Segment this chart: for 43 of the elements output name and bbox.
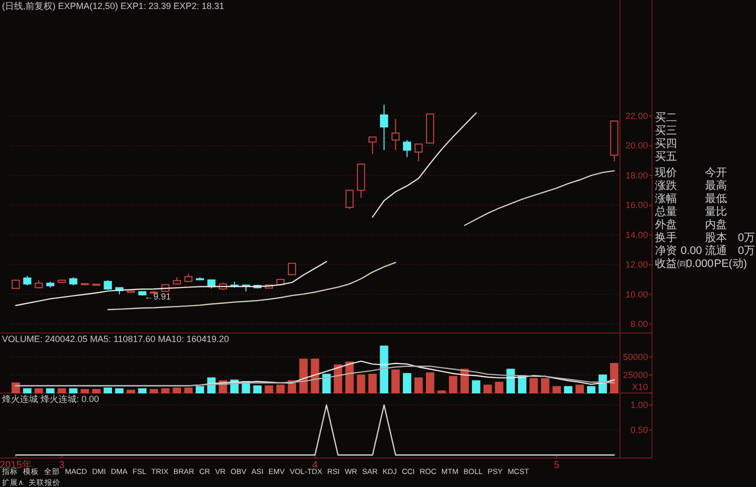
text: 买四 <box>655 138 677 150</box>
y-tick-label: 10.00 <box>625 289 648 300</box>
text: 买二 <box>655 112 677 124</box>
text: 买五 <box>655 151 677 163</box>
y-tick-label: 25000 <box>622 370 648 380</box>
y-tick-label: 1.00 <box>630 400 648 410</box>
y-tick-label: X10 <box>632 382 648 392</box>
text: 外盘 <box>655 219 677 231</box>
x-tick-label: 5 <box>554 460 560 471</box>
text: 量比 <box>705 205 727 218</box>
text: 净资 <box>655 245 677 257</box>
text: 涨跌 <box>655 180 677 192</box>
text: 总量 <box>654 205 677 218</box>
text: 流通 <box>705 244 727 257</box>
y-tick-label: 8.00 <box>630 319 648 330</box>
chart-title: VOLUME: 240042.05 MA5: 110817.60 MA10: 160419.20 <box>2 334 229 344</box>
text: 最高 <box>705 179 727 192</box>
chart-title: (日线,前复权) EXPMA(12,50) EXP1: 23.39 EXP2: 18.31 <box>2 1 224 11</box>
y-tick-label: 14.00 <box>625 230 648 240</box>
text: 今开 <box>705 167 727 179</box>
annotation: ←9.91 <box>144 292 171 302</box>
text: 涨幅 <box>655 193 677 205</box>
x-tick-label: 3 <box>59 460 66 471</box>
text: 股本 <box>705 231 727 244</box>
text: PE(动) <box>714 258 747 270</box>
text: 现价 <box>655 167 677 179</box>
y-tick-label: 12.00 <box>625 260 648 270</box>
chart-title: 烽火连城 烽火连城: 0.00 <box>2 394 100 404</box>
text: 收益㈣ <box>655 258 688 270</box>
y-tick-label: 16.00 <box>625 200 648 210</box>
y-tick-label: 22.00 <box>625 110 648 121</box>
text: 换手 <box>655 231 677 244</box>
text: 买三 <box>655 125 677 137</box>
text: 内盘 <box>705 218 727 231</box>
text: 0万 <box>738 232 755 244</box>
y-tick-label: 20.00 <box>625 140 648 151</box>
y-tick-label: 0.50 <box>630 425 648 435</box>
y-tick-label: 18.00 <box>625 170 648 180</box>
text: 最低 <box>705 193 727 205</box>
y-tick-label: 50000 <box>622 352 648 362</box>
text: 0万 <box>738 245 755 257</box>
text: 0.00 <box>680 245 702 257</box>
text: 0.000 <box>686 258 714 270</box>
